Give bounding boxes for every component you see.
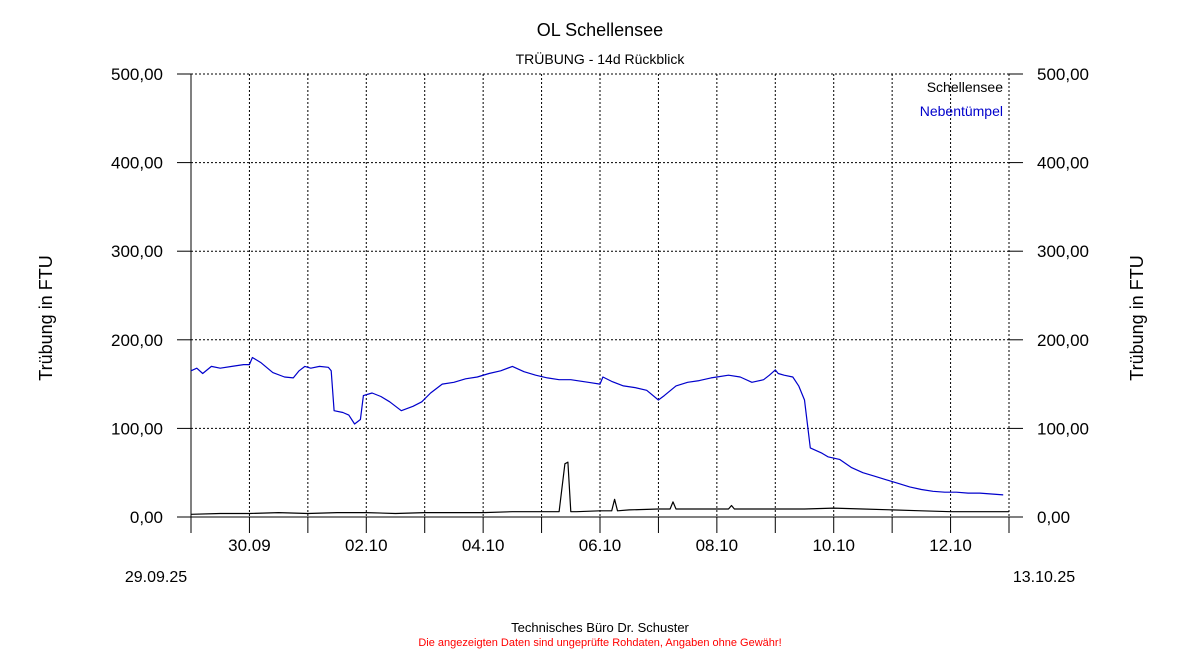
legend-item-nebentuempel: Nebentümpel xyxy=(920,103,1003,119)
y-tick-label-right: 0,00 xyxy=(1037,508,1070,527)
legend-item-schellensee: Schellensee xyxy=(927,79,1003,95)
y-tick-label-left: 0,00 xyxy=(130,508,163,527)
y-tick-label-left: 500,00 xyxy=(111,65,163,84)
y-tick-label-right: 500,00 xyxy=(1037,65,1089,84)
series-line-nebentuempel xyxy=(190,356,1004,496)
chart-subtitle: TRÜBUNG - 14d Rückblick xyxy=(516,50,686,67)
y-tick-label-right: 200,00 xyxy=(1037,331,1089,350)
y-tick-label-left: 100,00 xyxy=(111,419,163,438)
footer-disclaimer: Die angezeigten Daten sind ungeprüfte Ro… xyxy=(418,637,781,649)
x-tick-label: 08.10 xyxy=(696,536,739,555)
y-axis-label-left: Trübung in FTU xyxy=(36,255,56,380)
footer-company: Technisches Büro Dr. Schuster xyxy=(511,620,689,635)
x-tick-label: 12.10 xyxy=(929,536,972,555)
x-tick-label: 04.10 xyxy=(462,536,505,555)
x-tick-label: 06.10 xyxy=(579,536,622,555)
grid-layer xyxy=(191,73,1010,518)
y-tick-label-right: 100,00 xyxy=(1037,419,1089,438)
y-tick-label-right: 300,00 xyxy=(1037,242,1089,261)
series-line-schellensee xyxy=(190,461,1009,515)
chart-title: OL Schellensee xyxy=(537,20,663,40)
y-tick-label-left: 300,00 xyxy=(111,242,163,261)
x-tick-label: 30.09 xyxy=(228,536,271,555)
x-tick-label: 10.10 xyxy=(812,536,855,555)
series-layer xyxy=(190,356,1009,515)
y-axis-label-right: Trübung in FTU xyxy=(1127,255,1147,380)
x-tick-label: 02.10 xyxy=(345,536,388,555)
x-start-label: 29.09.25 xyxy=(125,569,187,586)
axis-layer: 0,00 0,00 100,00 100,00 200,00 200,00 300,00 30… xyxy=(111,65,1089,555)
y-tick-label-left: 400,00 xyxy=(111,154,163,173)
y-tick-label-right: 400,00 xyxy=(1037,154,1089,173)
x-end-label: 13.10.25 xyxy=(1013,569,1075,586)
y-tick-label-left: 200,00 xyxy=(111,331,163,350)
